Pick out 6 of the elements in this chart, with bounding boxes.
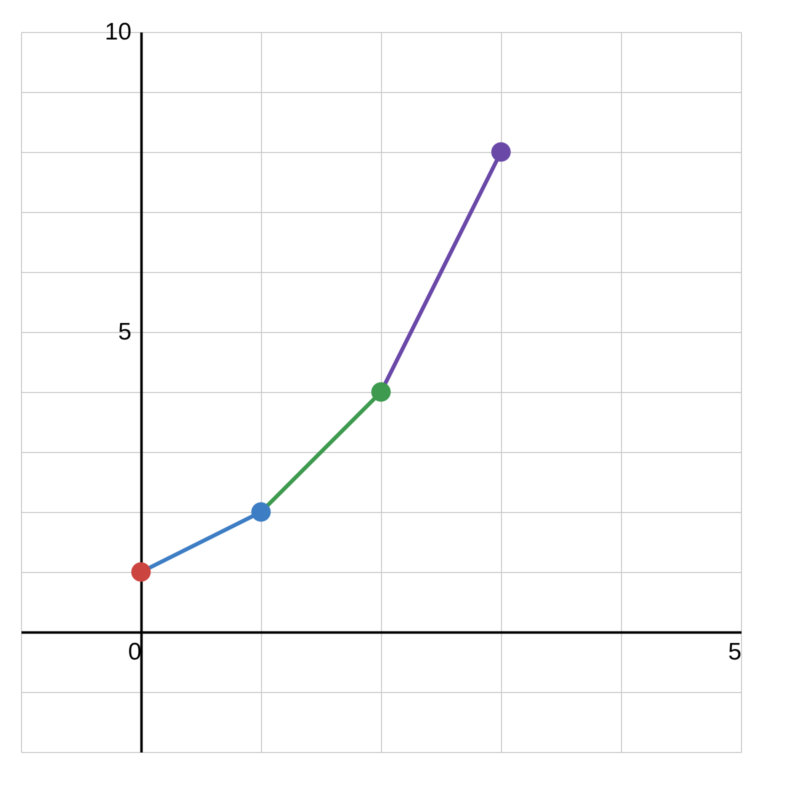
y-tick-label: 10 — [104, 18, 132, 46]
point — [371, 382, 391, 402]
point — [491, 142, 511, 162]
x-tick-label: 0 — [128, 638, 142, 666]
point — [251, 502, 271, 522]
point — [131, 562, 151, 582]
